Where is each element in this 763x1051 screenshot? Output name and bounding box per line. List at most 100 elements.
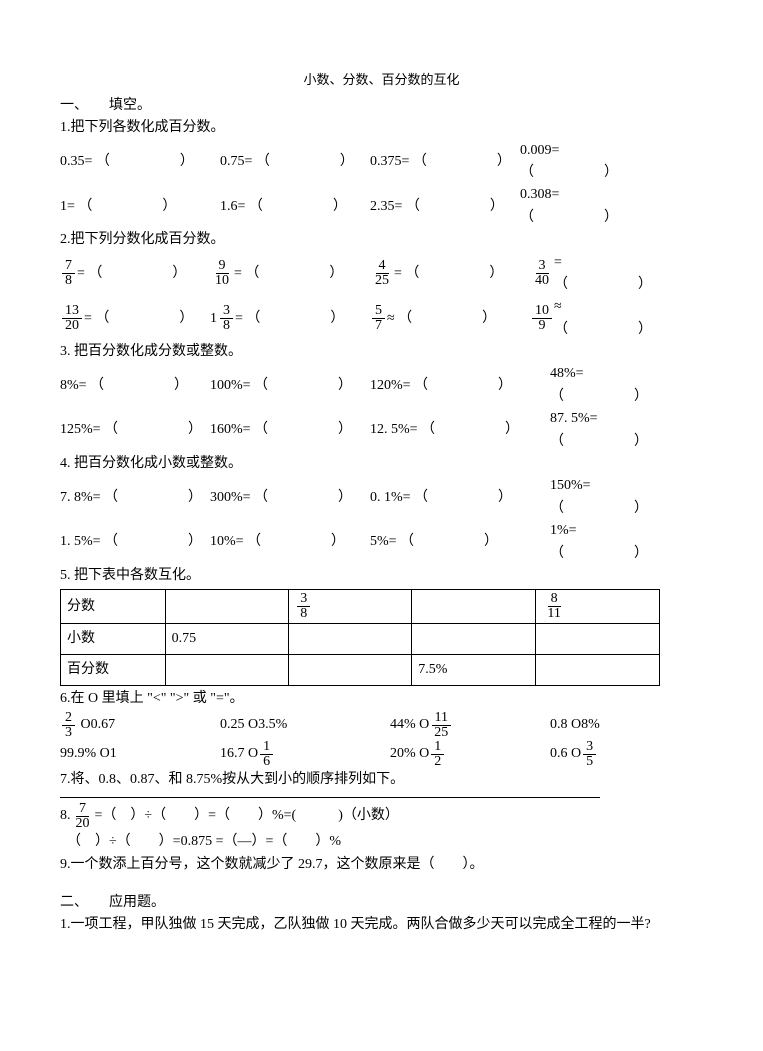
blank-item: 0.35= （ ） [60, 151, 220, 173]
q3-row1: 8%= （ ）100%= （ ）120%= （ ）48%= （ ） [60, 363, 703, 408]
table-header-percent: 百分数 [61, 655, 166, 686]
table-cell [165, 590, 289, 624]
blank-item: 425 = （ ） [370, 259, 530, 288]
q8-prefix: 8. [60, 805, 71, 827]
fraction: 1125 [431, 711, 451, 740]
table-header-fraction: 分数 [61, 590, 166, 624]
table-cell [412, 590, 536, 624]
blank-item: 0.75= （ ） [220, 151, 370, 173]
q4-row1: 7. 8%= （ ）300%= （ ）0. 1%= （ ）150%= （ ） [60, 475, 703, 520]
q8-line2: （ ）÷（ ）=0.875 =（—）=（ ）% [60, 831, 703, 853]
compare-item: 0.8 O 8% [550, 714, 670, 736]
compare-item: 0.6 O 35 [550, 740, 670, 769]
q2-row2: 1320 = （ ）138 = （ ）57 ≈ （ ）109 ≈ （ ） [60, 296, 703, 341]
fraction: 57 [372, 304, 385, 333]
q7-label: 7.将、0.8、0.87、和 8.75%按从大到小的顺序排列如下。 [60, 769, 703, 791]
q4-row2: 1. 5%= （ ）10%= （ ）5%= （ ）1%= （ ） [60, 520, 703, 565]
blank-item: 57 ≈ （ ） [370, 304, 530, 333]
fraction: 340 [532, 259, 552, 288]
blank-item: 87. 5%= （ ） [550, 408, 670, 453]
q2-label: 2.把下列分数化成百分数。 [60, 229, 703, 251]
fraction: 12 [431, 740, 444, 769]
table-cell: 811 [536, 590, 660, 624]
blank-item: 78 = （ ） [60, 259, 210, 288]
blank-item: 2.35= （ ） [370, 196, 520, 218]
q1-row1: 0.35= （ ）0.75= （ ）0.375= （ ）0.009= （ ） [60, 140, 703, 185]
q3-label: 3. 把百分数化成分数或整数。 [60, 341, 703, 363]
compare-item: 16.7 O 16 [220, 740, 390, 769]
blank-item: 1.6= （ ） [220, 196, 370, 218]
blank-item: 340 = （ ） [530, 252, 650, 297]
q9-text: 9.一个数添上百分号，这个数就减少了 29.7，这个数原来是（ ）。 [60, 854, 703, 876]
blank-item: 5%= （ ） [370, 531, 550, 553]
table-cell [289, 624, 412, 655]
section-2-header: 二、 应用题。 [60, 892, 703, 914]
app1-text: 1.一项工程，甲队独做 15 天完成，乙队独做 10 天完成。两队合做多少天可以… [60, 914, 703, 936]
blank-item: 1320 = （ ） [60, 304, 210, 333]
fraction: 16 [260, 740, 273, 769]
blank-item: 10%= （ ） [210, 531, 370, 553]
answer-line [60, 797, 600, 798]
q6-row2: 99.9% O 116.7 O 1620% O 120.6 O 35 [60, 740, 703, 769]
q3-row2: 125%= （ ）160%= （ ）12. 5%= （ ）87. 5%= （ ） [60, 408, 703, 453]
q1-row2: 1= （ ）1.6= （ ）2.35= （ ）0.308= （ ） [60, 184, 703, 229]
blank-item: 300%= （ ） [210, 487, 370, 509]
fraction: 1320 [62, 304, 82, 333]
table-header-decimal: 小数 [61, 624, 166, 655]
fraction: 811 [544, 592, 563, 621]
blank-item: 8%= （ ） [60, 375, 210, 397]
blank-item: 0.375= （ ） [370, 151, 520, 173]
blank-item: 0.308= （ ） [520, 184, 650, 229]
section-1-header: 一、 填空。 [60, 95, 703, 117]
table-cell [412, 624, 536, 655]
table-cell: 0.75 [165, 624, 289, 655]
fraction: 109 [532, 304, 552, 333]
q2-row1: 78 = （ ）910 = （ ）425 = （ ）340 = （ ） [60, 252, 703, 297]
table-cell [536, 624, 660, 655]
table-cell: 7.5% [412, 655, 536, 686]
q8-line1: 8. 720 =（ ）÷（ ）=（ ）%=( )（小数） [60, 802, 703, 831]
fraction: 38 [220, 304, 233, 333]
fraction: 78 [62, 259, 75, 288]
fraction: 35 [583, 740, 596, 769]
fraction: 425 [372, 259, 392, 288]
q5-label: 5. 把下表中各数互化。 [60, 565, 703, 587]
blank-item: 120%= （ ） [370, 375, 550, 397]
q6-label: 6.在 O 里填上 "<" ">" 或 "="。 [60, 688, 703, 710]
page-title: 小数、分数、百分数的互化 [60, 70, 703, 91]
table-cell [536, 655, 660, 686]
table-cell [165, 655, 289, 686]
blank-item: 125%= （ ） [60, 419, 210, 441]
fraction: 720 [73, 802, 93, 831]
conversion-table: 分数 38 811 小数 0.75 百分数 7.5% [60, 589, 660, 686]
blank-item: 150%= （ ） [550, 475, 670, 520]
fraction: 910 [212, 259, 232, 288]
fraction: 23 [62, 711, 75, 740]
fraction: 38 [297, 592, 310, 621]
blank-item: 7. 8%= （ ） [60, 487, 210, 509]
table-cell: 38 [289, 590, 412, 624]
mixed-fraction: 138 [210, 304, 235, 333]
compare-item: 99.9% O 1 [60, 743, 220, 765]
blank-item: 910 = （ ） [210, 259, 370, 288]
q6-row1: 23 O 0.670.25 O 3.5%44% O 11250.8 O 8% [60, 711, 703, 740]
blank-item: 138 = （ ） [210, 304, 370, 333]
table-cell [289, 655, 412, 686]
compare-item: 0.25 O 3.5% [220, 714, 390, 736]
blank-item: 160%= （ ） [210, 419, 370, 441]
q1-label: 1.把下列各数化成百分数。 [60, 117, 703, 139]
q4-label: 4. 把百分数化成小数或整数。 [60, 453, 703, 475]
blank-item: 12. 5%= （ ） [370, 419, 550, 441]
blank-item: 1= （ ） [60, 196, 220, 218]
blank-item: 109 ≈ （ ） [530, 296, 650, 341]
compare-item: 44% O 1125 [390, 711, 550, 740]
blank-item: 48%= （ ） [550, 363, 670, 408]
blank-item: 1%= （ ） [550, 520, 670, 565]
blank-item: 1. 5%= （ ） [60, 531, 210, 553]
blank-item: 0.009= （ ） [520, 140, 650, 185]
blank-item: 100%= （ ） [210, 375, 370, 397]
blank-item: 0. 1%= （ ） [370, 487, 550, 509]
compare-item: 20% O 12 [390, 740, 550, 769]
compare-item: 23 O 0.67 [60, 711, 220, 740]
q8-rest: =（ ）÷（ ）=（ ）%=( )（小数） [95, 805, 399, 827]
